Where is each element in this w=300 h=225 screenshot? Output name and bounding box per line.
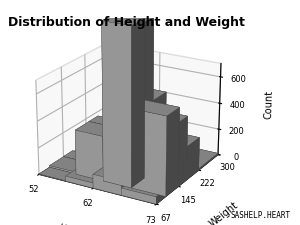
Y-axis label: Weight: Weight — [207, 199, 240, 225]
Text: Distribution of Height and Weight: Distribution of Height and Weight — [8, 16, 244, 29]
X-axis label: Height: Height — [58, 224, 92, 225]
Text: SASHELP.HEART: SASHELP.HEART — [231, 212, 291, 220]
